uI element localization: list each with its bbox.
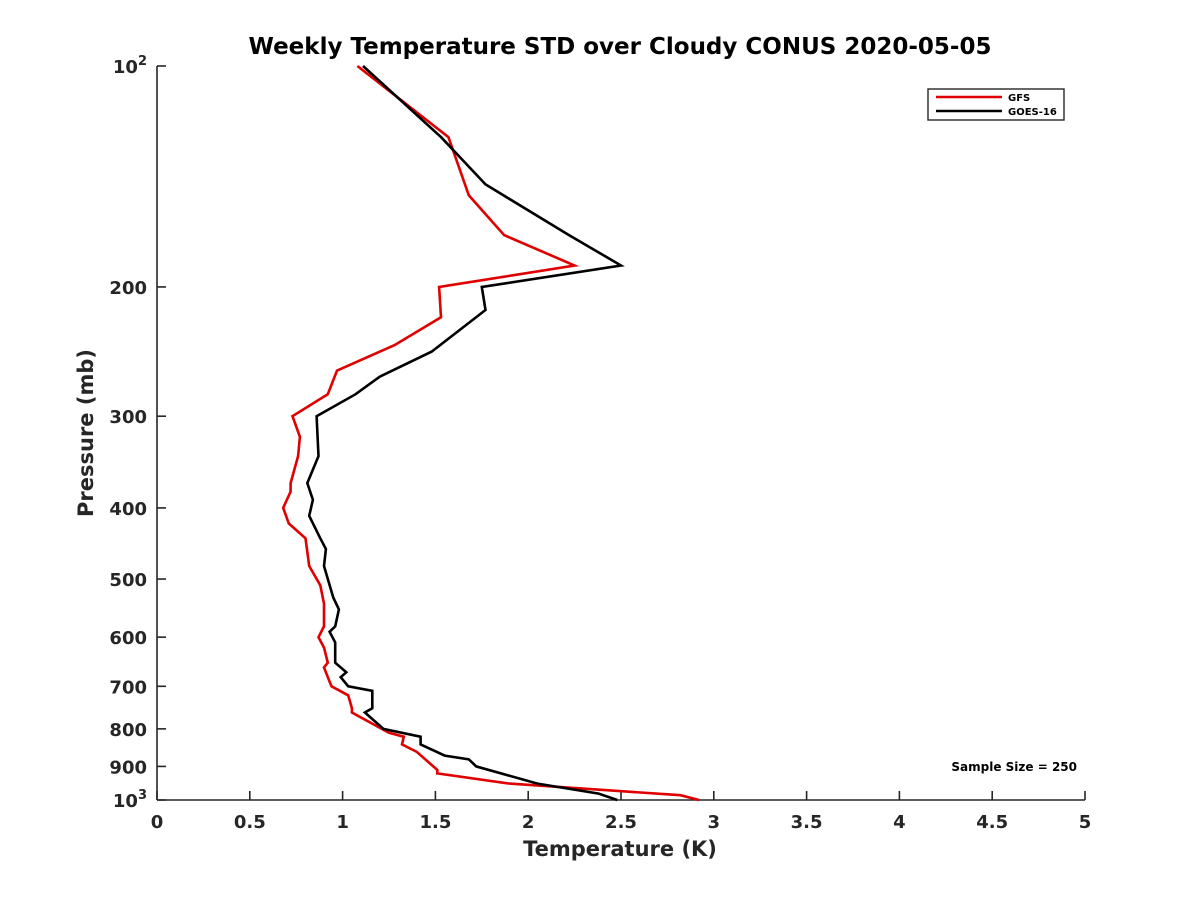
x-tick-label: 1: [336, 812, 349, 833]
x-axis-label: Temperature (K): [523, 837, 717, 861]
series-line-gfs: [281, 64, 700, 802]
legend-label: GFS: [1008, 93, 1030, 104]
y-tick-label: 102: [113, 54, 147, 78]
x-tick-label: 3: [708, 812, 721, 833]
x-tick-label: 0: [151, 812, 164, 833]
legend: GFS GOES-16: [927, 88, 1065, 121]
y-axis-label: Pressure (mb): [74, 349, 98, 517]
x-tick-label: 4.5: [976, 812, 1008, 833]
x-tick-label: 4: [893, 812, 906, 833]
x-tick-label: 2.5: [605, 812, 637, 833]
plot-area: 0 0.5 1 1.5 2 2.5 3 3.5 4 4.5 5 102 200 300 400 500 600 7…: [109, 54, 1091, 833]
y-tick-label: 900: [109, 757, 147, 778]
y-tick-label: 400: [109, 499, 147, 520]
x-tick-label: 5: [1079, 812, 1092, 833]
y-tick-label: 103: [113, 788, 147, 812]
y-tick-label: 600: [109, 628, 147, 649]
x-tick-label: 1.5: [419, 812, 451, 833]
y-tick-label: 300: [109, 407, 147, 428]
legend-label: GOES-16: [1008, 107, 1057, 118]
x-tick-label: 2: [522, 812, 535, 833]
y-tick-label: 200: [109, 278, 147, 299]
sample-size-annotation: Sample Size = 250: [951, 760, 1077, 774]
x-tick-label: 3.5: [791, 812, 823, 833]
y-tick-label: 800: [109, 720, 147, 741]
chart-title: Weekly Temperature STD over Cloudy CONUS…: [249, 34, 992, 60]
y-tick-label: 500: [109, 570, 147, 591]
legend-box: [927, 88, 1065, 121]
x-tick-label: 0.5: [234, 812, 266, 833]
series-line-goes-16: [305, 65, 625, 802]
y-tick-label: 700: [109, 677, 147, 698]
